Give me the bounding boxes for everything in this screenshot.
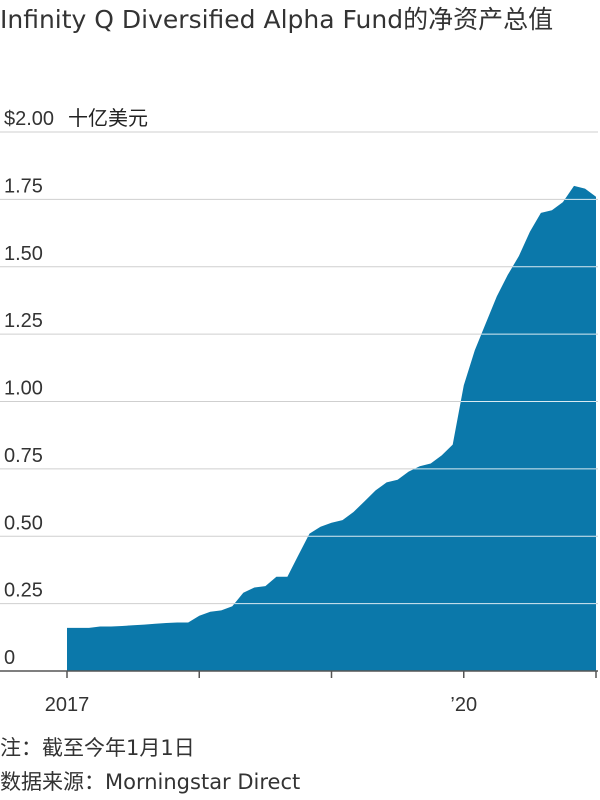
y-tick-label: 1.50 <box>4 243 43 265</box>
y-tick-label: 0.25 <box>4 580 43 602</box>
y-tick-label: $2.00 <box>4 108 54 130</box>
y-tick-label: 1.25 <box>4 310 43 332</box>
date-note: 注：截至今年1月1日 <box>0 736 195 760</box>
x-tick-label: 2017 <box>45 694 90 716</box>
net-assets-area-chart: $2.00 1.75 1.50 1.25 1.00 0.75 0.50 0.25 0 十亿美元 20… <box>0 106 598 716</box>
unit-label: 十亿美元 <box>68 106 148 130</box>
net-assets-area <box>67 185 596 671</box>
axes <box>0 670 598 678</box>
chart-area: $2.00 1.75 1.50 1.25 1.00 0.75 0.50 0.25 0 十亿美元 20… <box>0 106 598 716</box>
y-tick-label: 1.75 <box>4 175 43 197</box>
y-tick-label: 1.00 <box>4 378 43 400</box>
y-tick-label: 0.50 <box>4 512 43 534</box>
x-tick-label: ’20 <box>450 694 477 716</box>
y-tick-label: 0.75 <box>4 445 43 467</box>
chart-title: Infinity Q Diversified Alpha Fund的净资产总值 <box>0 5 554 34</box>
tick-labels: $2.00 1.75 1.50 1.25 1.00 0.75 0.50 0.25 0 十亿美元 20… <box>4 106 477 716</box>
data-source: 数据来源：Morningstar Direct <box>0 770 301 794</box>
y-tick-label: 0 <box>4 647 15 669</box>
